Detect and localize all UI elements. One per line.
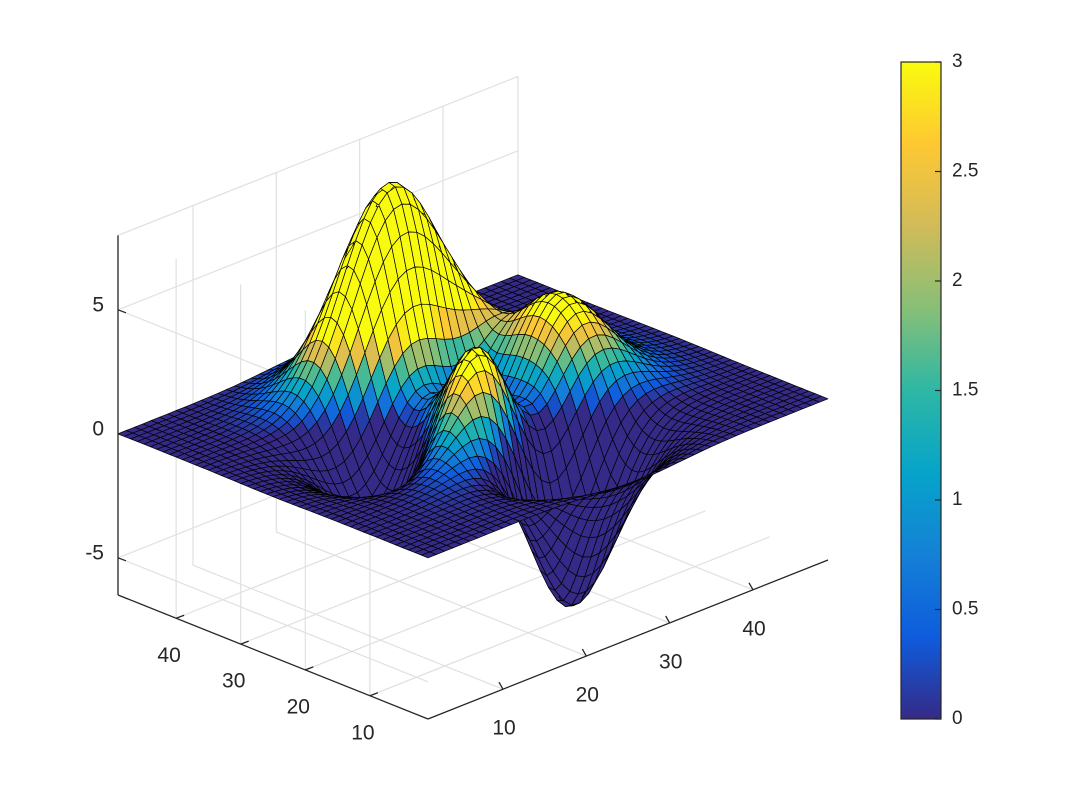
floor-gridline-y (369, 536, 771, 697)
y-tick-mark (240, 640, 249, 645)
floor-gridline-y (305, 510, 706, 671)
x-tick-mark (498, 681, 504, 690)
x-tick-label: 40 (742, 617, 765, 640)
z-tick-label: 5 (92, 293, 104, 316)
x-tick-label: 10 (492, 717, 515, 740)
colorbar-tick-label: 0 (952, 708, 963, 729)
floor-gridline-x (276, 531, 587, 657)
back-wall-gridline-z (117, 150, 519, 311)
surface-mesh (117, 182, 829, 607)
z-tick-mark (117, 433, 127, 438)
colorbar-tick-label: 2.5 (952, 161, 978, 182)
z-tick-mark (117, 557, 127, 562)
z-tick-label: -5 (85, 541, 104, 564)
x-tick-mark (581, 648, 587, 657)
surface-patch (812, 395, 829, 403)
y-tick-label: 20 (287, 695, 310, 718)
side-wall-gridline-z (117, 557, 429, 683)
z-tick-label: 0 (92, 417, 104, 440)
back-top-edge (117, 75, 519, 236)
y-axis-line (117, 594, 429, 720)
x-tick-mark (748, 582, 754, 591)
colorbar-gradient (900, 61, 942, 720)
colorbar: 0 0.5 1 1.5 2 2.5 3 (900, 51, 978, 729)
x-axis-line (427, 559, 829, 720)
x-tick-label: 30 (659, 650, 682, 673)
x-tick-mark (665, 615, 671, 624)
colorbar-tick-label: 1.5 (952, 380, 978, 401)
colorbar-tick-label: 0.5 (952, 599, 978, 620)
y-tick-mark (175, 614, 185, 619)
floor-gridline-x (192, 564, 504, 690)
colorbar-tick-label: 2 (952, 270, 963, 291)
y-tick-label: 10 (351, 721, 374, 744)
axes: 10 20 30 40 10 20 30 40 -5 0 5 (85, 235, 829, 744)
y-tick-label: 30 (222, 670, 245, 693)
y-tick-mark (369, 692, 379, 697)
colorbar-tick-label: 3 (952, 51, 963, 72)
y-tick-label: 40 (157, 644, 180, 667)
z-tick-mark (117, 309, 127, 314)
y-tick-mark (305, 666, 314, 671)
x-tick-label: 20 (576, 684, 599, 707)
colorbar-tick-label: 1 (952, 489, 963, 510)
